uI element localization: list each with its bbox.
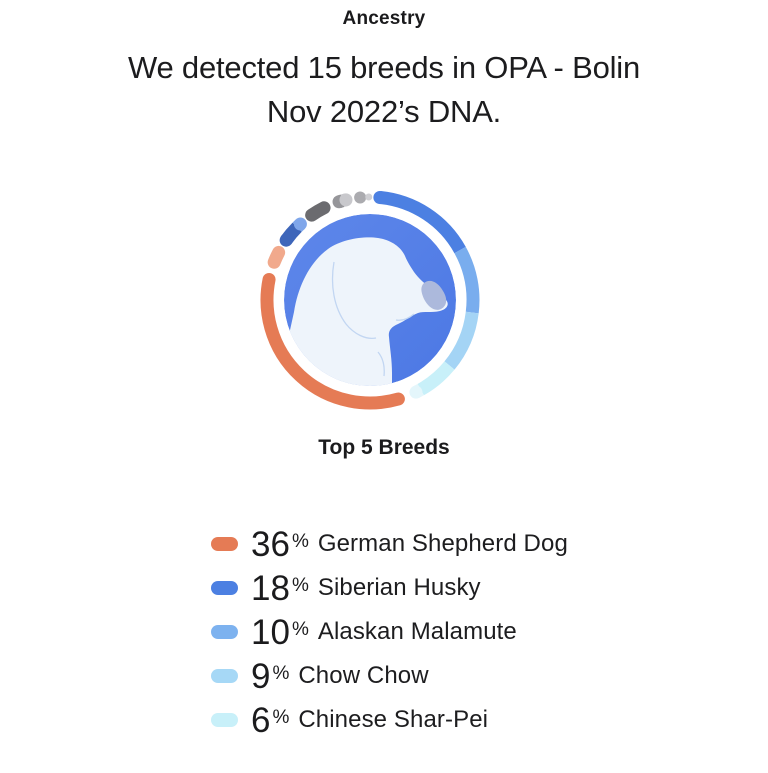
breed-color-swatch (211, 581, 238, 595)
ring-segment-german-shepherd (260, 272, 405, 410)
legend-item: 10 % Alaskan Malamute (211, 614, 568, 650)
breed-percent-value: 9 (251, 656, 271, 696)
percent-sign: % (291, 619, 309, 640)
page-title: We detected 15 breeds in OPA - Bolin Nov… (0, 46, 768, 134)
ancestry-donut-chart (240, 170, 500, 430)
page-title-line-2: Nov 2022’s DNA. (266, 94, 502, 129)
percent-sign: % (291, 575, 309, 596)
breed-ring (260, 190, 480, 410)
breed-color-swatch (211, 669, 238, 683)
dog-head-silhouette (284, 237, 448, 386)
breed-name: Alaskan Malamute (317, 618, 517, 645)
breed-name: Siberian Husky (317, 574, 481, 601)
legend-item: 6 % Chinese Shar-Pei (211, 702, 568, 738)
ring-minor-dot (365, 193, 373, 201)
legend-item: 18 % Siberian Husky (211, 570, 568, 606)
breed-name: Chinese Shar-Pei (298, 706, 489, 733)
ring-segment-tip (339, 193, 353, 207)
donut-chart-svg (260, 190, 480, 410)
ring-segment-tip (409, 385, 423, 399)
dog-mouth-line (395, 313, 415, 321)
dog-chest-line (377, 351, 385, 377)
breed-name: Chow Chow (298, 662, 429, 689)
ring-segment-chinese-shar-pei (417, 361, 455, 396)
breed-color-swatch (211, 537, 238, 551)
breed-color-swatch (211, 713, 238, 727)
ring-minor-dot (354, 191, 367, 204)
ring-segment-alaskan-malamute (454, 246, 480, 314)
breed-percent-value: 36 (251, 524, 290, 564)
dog-ear-line (331, 261, 377, 340)
ring-segment-minor-breed-dkgray (305, 201, 331, 222)
breed-color-swatch (211, 625, 238, 639)
breed-percent-value: 6 (251, 700, 271, 740)
percent-sign: % (272, 663, 290, 684)
dog-nose (421, 280, 447, 310)
ring-segment-tip (279, 233, 293, 247)
ring-segment-minor-breed-salmon (267, 245, 286, 269)
percent-sign: % (272, 707, 290, 728)
breed-percent-value: 18 (251, 568, 290, 608)
breed-name: German Shepherd Dog (317, 530, 568, 557)
breed-legend: 36 % German Shepherd Dog 18 % Siberian H… (211, 526, 568, 746)
ring-segment-tip (373, 190, 387, 204)
legend-item: 36 % German Shepherd Dog (211, 526, 568, 562)
breed-percent-value: 10 (251, 612, 290, 652)
percent-sign: % (291, 531, 309, 552)
section-eyebrow: Ancestry (342, 8, 426, 29)
top-breeds-heading: Top 5 Breeds (318, 436, 450, 459)
ring-segment-chow-chow (444, 311, 479, 370)
legend-item: 9 % Chow Chow (211, 658, 568, 694)
dog-avatar (284, 214, 456, 386)
page-title-line-1: We detected 15 breeds in OPA - Bolin (127, 50, 641, 85)
ring-segment-siberian-husky (379, 191, 466, 254)
ring-segment-tip (293, 217, 307, 231)
